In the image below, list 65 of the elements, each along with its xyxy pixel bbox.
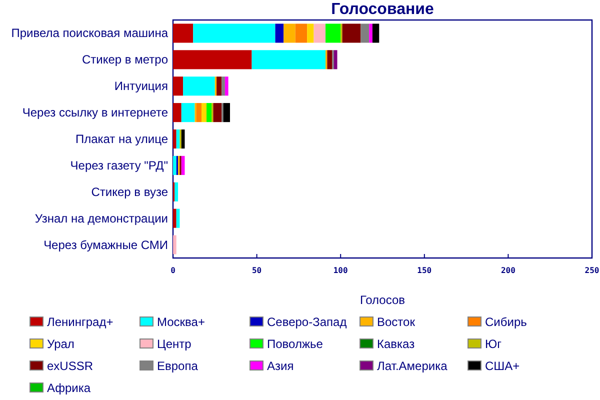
bar: [213, 103, 222, 122]
x-tick-label: 150: [417, 266, 432, 275]
bar: [201, 103, 207, 122]
x-tick-label: 0: [170, 266, 176, 275]
y-tick-label: Узнал на демонстрации: [34, 211, 168, 226]
bar: [173, 129, 176, 149]
x-axis-title: Голосов: [360, 293, 406, 307]
bar: [372, 24, 380, 43]
legend-label: Северо-Запад: [267, 315, 347, 329]
bar: [206, 103, 212, 122]
legend-label: Сибирь: [485, 315, 527, 329]
bar: [223, 103, 230, 122]
bar: [196, 103, 202, 122]
legend-label: Москва+: [157, 315, 205, 329]
legend-label: Юг: [485, 337, 502, 351]
x-tick-label: 250: [584, 266, 600, 275]
legend-label: Азия: [267, 359, 294, 373]
y-tick-label: Стикер в вузе: [91, 184, 168, 199]
y-tick-label: Плакат на улице: [75, 132, 168, 146]
chart-title: Голосование: [331, 1, 434, 18]
bar: [307, 24, 314, 43]
legend-label: Центр: [157, 337, 192, 351]
y-tick-label: Через ссылку в интернете: [22, 106, 168, 120]
y-tick-label: Привела поисковая машина: [11, 26, 168, 40]
x-tick-label: 200: [500, 266, 516, 275]
legend-label: Ленинград+: [47, 315, 114, 329]
bar: [173, 103, 182, 122]
bar: [216, 76, 222, 96]
bar: [327, 50, 332, 70]
bar: [173, 50, 252, 70]
bar: [342, 24, 361, 43]
legend-label: Восток: [377, 315, 416, 329]
bar: [173, 235, 176, 254]
bar: [360, 24, 370, 43]
legend-label: Поволжье: [267, 337, 324, 351]
bar: [314, 24, 326, 43]
legend-label: Лат.Америка: [377, 359, 448, 373]
bar: [173, 24, 194, 43]
bar: [369, 24, 372, 43]
bar: [174, 182, 178, 202]
legend-label: Европа: [157, 359, 198, 373]
bar: [295, 24, 308, 43]
bar: [181, 103, 195, 122]
legend-label: Кавказ: [377, 337, 416, 351]
bar: [275, 24, 284, 43]
x-tick-label: 100: [333, 266, 348, 275]
legend-label: США+: [485, 359, 520, 373]
x-tick-label: 50: [252, 266, 262, 275]
legend-label: Урал: [47, 337, 74, 351]
bar: [173, 76, 184, 96]
bar: [326, 24, 341, 43]
y-tick-label: Стикер в метро: [82, 52, 168, 67]
y-tick-label: Через бумажные СМИ: [44, 238, 168, 252]
bar: [252, 50, 326, 70]
legend-label: Африка: [47, 381, 91, 395]
bar: [284, 24, 296, 43]
bar: [224, 76, 228, 96]
bar: [183, 76, 215, 96]
y-tick-label: Через газету "РД": [70, 158, 168, 172]
y-tick-label: Интуиция: [114, 79, 168, 94]
bar: [173, 156, 176, 175]
bar: [173, 208, 176, 228]
bar: [222, 76, 225, 96]
legend-label: exUSSR: [47, 359, 94, 373]
bar: [193, 24, 276, 43]
